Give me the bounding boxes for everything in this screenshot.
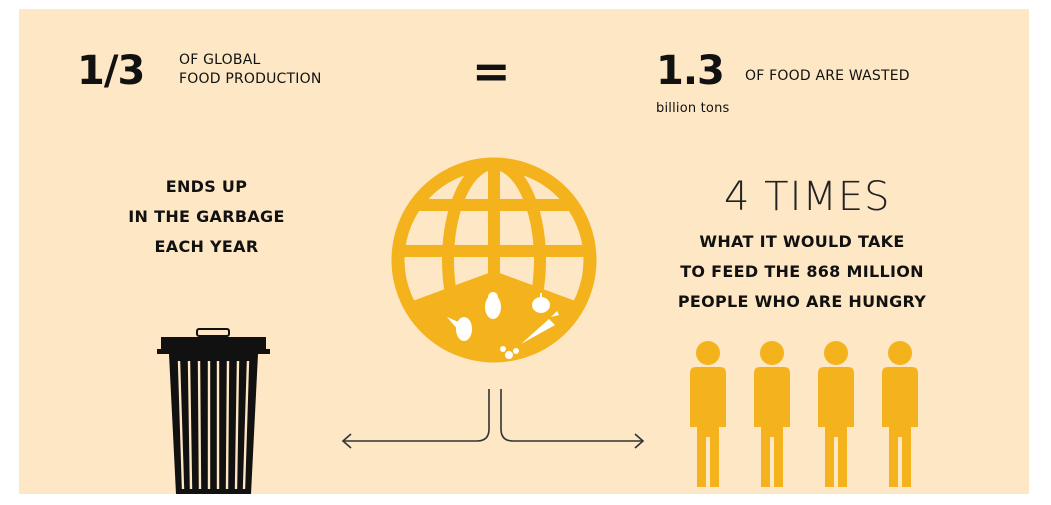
left-stat-line1: OF GLOBAL — [179, 52, 261, 68]
equals-sign: = — [472, 44, 511, 98]
hungry-line1: WHAT IT WOULD TAKE — [699, 232, 905, 251]
person-icon — [818, 341, 854, 487]
trash-can-icon — [157, 328, 270, 494]
infographic-panel: 1/3 OF GLOBAL FOOD PRODUCTION = 1.3 OF F… — [19, 9, 1029, 494]
right-stat-value: 1.3 — [656, 48, 725, 94]
hungry-text: WHAT IT WOULD TAKE TO FEED THE 868 MILLI… — [647, 227, 957, 317]
person-icon — [882, 341, 918, 487]
people-group — [680, 339, 940, 489]
garbage-line3: EACH YEAR — [154, 237, 259, 256]
garbage-text: ENDS UP IN THE GARBAGE EACH YEAR — [99, 172, 314, 262]
left-stat-value: 1/3 — [77, 48, 145, 94]
person-icon — [754, 341, 790, 487]
left-stat-label: OF GLOBAL FOOD PRODUCTION — [179, 51, 322, 89]
hungry-line3: PEOPLE WHO ARE HUNGRY — [677, 292, 927, 311]
right-stat-text: OF FOOD ARE WASTED — [745, 68, 910, 84]
garbage-line1: ENDS UP — [165, 177, 248, 196]
right-stat-unit: billion tons — [656, 101, 730, 116]
left-stat-line2: FOOD PRODUCTION — [179, 71, 322, 87]
person-icon — [690, 341, 726, 487]
garbage-line2: IN THE GARBAGE — [128, 207, 285, 226]
connector-arrows — [341, 389, 645, 449]
food-items-icon — [447, 292, 559, 359]
hungry-line2: TO FEED THE 868 MILLION — [680, 262, 924, 281]
times-heading: 4 TIMES — [724, 174, 891, 220]
globe-icon — [391, 157, 597, 363]
